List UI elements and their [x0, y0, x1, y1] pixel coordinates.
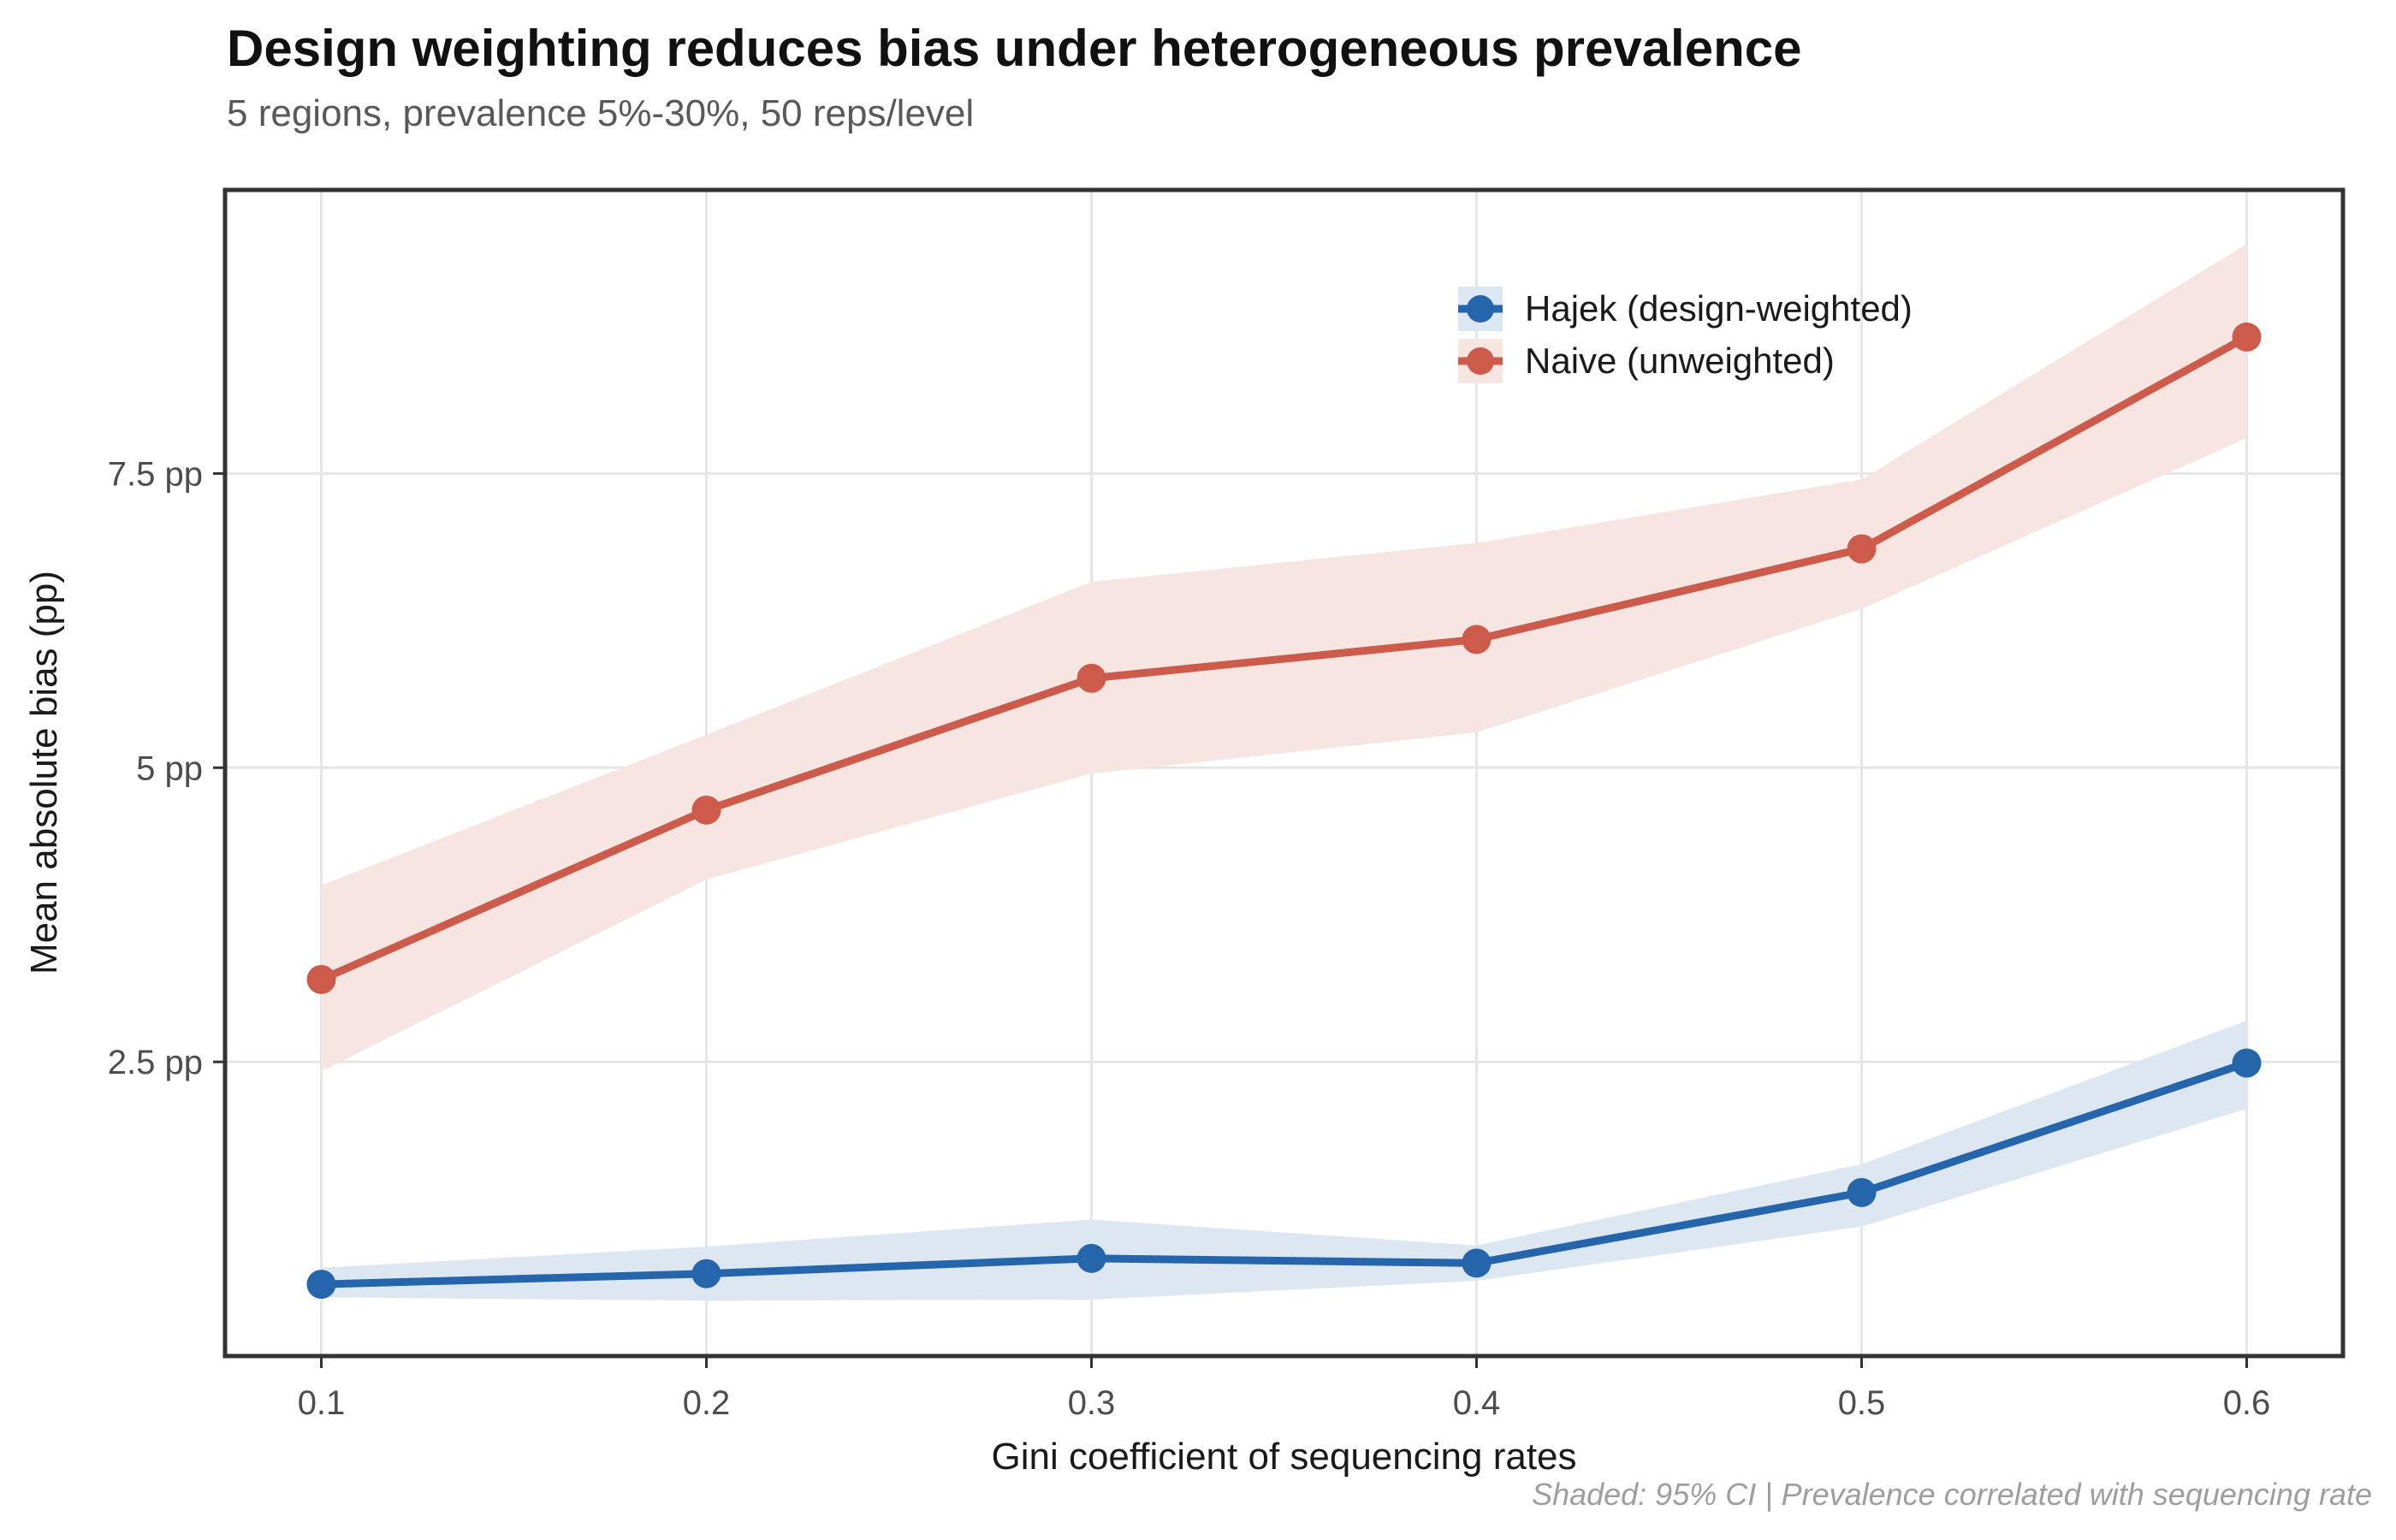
- legend-point-swatch: [1467, 294, 1494, 323]
- panel-background: [225, 190, 2343, 1356]
- legend-key-naive-icon: [1458, 338, 1503, 383]
- x-tick-label: 0.6: [2223, 1384, 2271, 1422]
- data-point-naive: [691, 795, 721, 825]
- series-line-hajek: [317, 1059, 2251, 1288]
- data-point-hajek: [1462, 1248, 1492, 1278]
- x-tick-label: 0.1: [298, 1384, 346, 1422]
- data-point-hajek: [2232, 1048, 2262, 1078]
- x-tick-label: 0.2: [683, 1384, 731, 1422]
- ci-ribbon-hajek: [321, 1021, 2247, 1301]
- chart-title: Design weighting reduces bias under hete…: [227, 20, 1802, 77]
- data-point-hajek: [1076, 1243, 1106, 1273]
- data-point-hajek: [691, 1259, 721, 1288]
- legend-point-swatch: [1467, 346, 1494, 375]
- x-tick-label: 0.5: [1838, 1384, 1886, 1422]
- y-tick-label: 2.5 pp: [108, 1044, 203, 1081]
- legend-item-naive: Naive (unweighted): [1458, 335, 1913, 387]
- chart-subtitle: 5 regions, prevalence 5%-30%, 50 reps/le…: [227, 92, 975, 134]
- data-point-hajek: [1847, 1177, 1877, 1207]
- x-axis-title: Gini coefficient of sequencing rates: [991, 1436, 1577, 1478]
- x-tick-label: 0.3: [1068, 1384, 1116, 1422]
- series-line-naive: [317, 333, 2251, 984]
- x-tick-label: 0.4: [1453, 1384, 1501, 1422]
- chart-caption: Shaded: 95% CI | Prevalence correlated w…: [1532, 1477, 2372, 1512]
- data-point-naive: [1076, 663, 1106, 693]
- data-point-naive: [2232, 322, 2262, 352]
- y-tick-label: 5 pp: [136, 749, 203, 787]
- y-tick-label: 7.5 pp: [108, 455, 203, 493]
- legend-item-hajek: Hajek (design-weighted): [1458, 282, 1913, 335]
- panel-border: [222, 187, 2346, 1359]
- data-point-hajek: [306, 1270, 336, 1300]
- legend-key-hajek-icon: [1458, 286, 1503, 331]
- data-point-naive: [1847, 534, 1877, 564]
- data-point-naive: [1462, 625, 1492, 654]
- data-point-naive: [306, 964, 336, 994]
- y-axis-title: Mean absolute bias (pp): [23, 570, 65, 975]
- legend-label-naive: Naive (unweighted): [1525, 340, 1835, 381]
- legend: Hajek (design-weighted) Naive (unweighte…: [1458, 282, 1913, 387]
- legend-label-hajek: Hajek (design-weighted): [1525, 287, 1913, 329]
